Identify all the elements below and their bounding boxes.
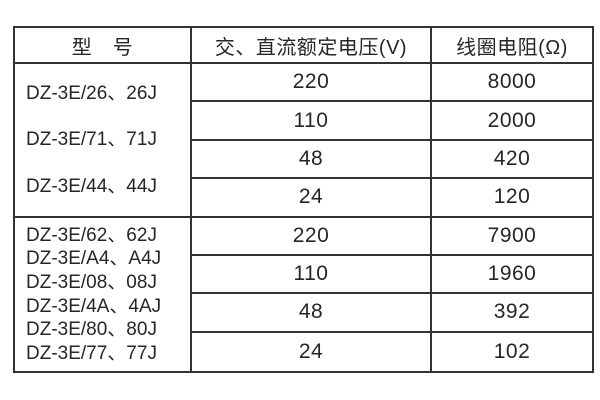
model-group-cell-1: DZ-3E/26、26J DZ-3E/71、71J DZ-3E/44、44J	[15, 64, 192, 218]
voltage-cell: 110	[192, 102, 432, 141]
header-resistance: 线圈电阻(Ω)	[432, 28, 592, 64]
voltage-cell: 48	[192, 294, 432, 333]
model-label: DZ-3E/80、80J	[26, 319, 157, 341]
model-group-cell-2: DZ-3E/62、62J DZ-3E/A4、A4J DZ-3E/08、08J D…	[15, 217, 192, 371]
model-label: DZ-3E/62、62J	[26, 224, 157, 246]
voltage-cell: 24	[192, 332, 432, 371]
model-label: DZ-3E/44、44J	[26, 175, 157, 197]
resistance-cell: 392	[432, 294, 592, 333]
voltage-cell: 220	[192, 64, 432, 103]
relay-spec-table: 型 号 交、直流额定电压(V) 线圈电阻(Ω) DZ-3E/26、26J DZ-…	[13, 26, 594, 373]
voltage-cell: 48	[192, 140, 432, 180]
model-label: DZ-3E/A4、A4J	[26, 248, 162, 270]
voltage-cell: 110	[192, 255, 432, 295]
header-voltage: 交、直流额定电压(V)	[192, 28, 432, 64]
voltage-cell: 220	[192, 217, 432, 256]
resistance-cell: 8000	[432, 64, 592, 103]
resistance-cell: 2000	[432, 102, 592, 141]
model-label: DZ-3E/08、08J	[26, 271, 157, 293]
model-label: DZ-3E/71、71J	[26, 129, 157, 151]
model-label: DZ-3E/4A、4AJ	[26, 295, 162, 317]
resistance-cell: 102	[493, 339, 531, 363]
resistance-cell: 420	[432, 141, 592, 180]
resistance-cell: 1960	[432, 256, 592, 295]
resistance-cell: 7900	[432, 218, 592, 256]
header-model: 型 号	[15, 28, 192, 64]
resistance-cell: 120	[432, 179, 592, 218]
model-label: DZ-3E/26、26J	[26, 82, 157, 104]
model-label: DZ-3E/77、77J	[26, 342, 157, 364]
voltage-cell: 24	[192, 179, 432, 218]
